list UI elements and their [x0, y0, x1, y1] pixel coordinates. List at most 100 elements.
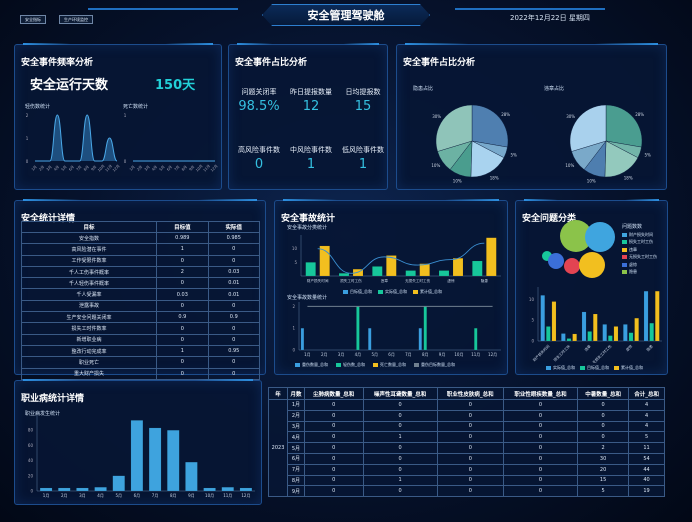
ratio-stats-panel: 安全事件占比分析 问题关闭率 98.5% 昨日提报数量 12 日均提报数 15 高风险事件数… [228, 43, 388, 190]
bar [130, 420, 144, 492]
table-row: 8月 0 1 0 0 15 40 [269, 474, 665, 487]
legend-label: 累计值_总和 [621, 365, 643, 370]
legend-swatch [622, 232, 627, 237]
table-cell: 1 [362, 474, 438, 487]
table-cell: 0.01 [207, 288, 261, 301]
pie-slice [470, 140, 505, 178]
x-tick-label: 5月 [371, 352, 378, 357]
table-cell: 0 [362, 463, 438, 476]
panel-title: 职业病统计详情 [21, 394, 85, 404]
safe-days-value: 150天 [155, 78, 196, 93]
stat-value: 1 [306, 157, 316, 172]
legend-item: 重伤目标数量_总和 [414, 362, 455, 368]
column-header: 合计_总和 [628, 387, 665, 400]
x-tick-label: 9月 [188, 164, 196, 172]
table-row: 工作受限件数率 0 0 [20, 254, 261, 267]
legend-item: 重伤数量_总和 [295, 362, 328, 368]
legend-swatch [343, 290, 348, 294]
pie-slice [605, 104, 643, 148]
table-cell: 0 [156, 367, 209, 380]
column-header: 实际值 [207, 221, 261, 233]
stat-value: 0 [254, 157, 264, 172]
table-cell: 0 [156, 333, 209, 346]
table-cell: 0 [156, 356, 209, 369]
table-row: 7月 0 0 0 0 20 44 [269, 463, 665, 476]
table-cell: 0 [577, 399, 630, 411]
table-cell: 2 [577, 442, 630, 454]
table-cell: 0 [436, 474, 504, 487]
x-tick-label: 虚惊 [625, 343, 634, 352]
x-tick-label: 2月 [136, 164, 144, 172]
x-tick-label: 11月 [104, 163, 113, 172]
table-cell: 15 [577, 474, 630, 487]
bar [613, 326, 619, 342]
bar [148, 427, 162, 492]
accident-category-title: 安全事故分类统计 [287, 225, 328, 231]
legend-label: 重伤目标数量_总和 [421, 362, 455, 367]
table-cell: 0 [207, 243, 261, 256]
x-tick-label: 6月 [388, 352, 395, 357]
x-tick-label: 11月 [471, 352, 480, 357]
y-tick-label: 2 [26, 113, 29, 118]
pie-label: 10% [431, 163, 440, 168]
x-tick-label: 3月 [338, 352, 345, 357]
pie2-title: 违章占比 [544, 86, 565, 92]
x-tick-label: 虚惊 [447, 278, 455, 283]
legend-label: 重伤数量_总和 [302, 362, 328, 367]
bar [239, 487, 253, 492]
bar [319, 245, 330, 277]
x-tick-label: 5月 [115, 493, 122, 498]
legend-swatch [580, 366, 585, 370]
table-cell: 0 [207, 367, 261, 380]
table-cell: 1 [156, 243, 209, 256]
page-title: 安全管理驾驶舱 [262, 4, 430, 26]
y-tick-label: 0 [531, 339, 534, 344]
table-cell: 0 [436, 452, 504, 465]
legend-swatch [546, 366, 551, 370]
table-cell: 20 [577, 463, 630, 476]
safe-days-label: 安全运行天数 [30, 78, 109, 93]
production-monitor-button[interactable]: 生产环境监控 [59, 15, 93, 24]
bar [540, 295, 545, 342]
y-tick-label: 0 [292, 348, 295, 353]
x-tick-label: 4月 [151, 164, 159, 172]
pie-label: 5% [510, 152, 517, 157]
stat-value: 12 [302, 99, 320, 114]
bubble-legend-item: 财产损失时间 [622, 231, 657, 239]
x-tick-label: 财产损失时间 [532, 343, 551, 362]
table-cell: 0 [303, 474, 364, 487]
bar [438, 270, 450, 277]
table-cell: 11 [628, 442, 665, 454]
y-tick-label: 40 [28, 458, 34, 463]
x-tick-label: 12月 [241, 493, 250, 498]
series-line [34, 114, 118, 162]
safety-indicator-button[interactable]: 安全指标 [20, 15, 46, 24]
accident-category-chart: 5 10 财产损失时间 损失工时工伤 违章 无损失工时工伤 虚惊 隐患 [292, 235, 501, 283]
table-cell: 40 [628, 474, 665, 487]
bar [112, 475, 125, 492]
x-tick-label: 8月 [82, 164, 90, 172]
x-tick-label: 1月 [128, 164, 136, 172]
table-row: 千人受漏率 0.03 0.01 [20, 288, 261, 301]
x-tick-label: 6月 [165, 164, 173, 172]
pie-label: 18% [490, 175, 499, 180]
table-cell: 0 [303, 452, 364, 465]
bar [300, 328, 305, 351]
bar [572, 333, 577, 342]
stat-label: 低风险事件数 [342, 146, 384, 154]
x-tick-label: 4月 [97, 493, 104, 498]
table-cell: 0 [207, 299, 261, 313]
table-cell: 0 [362, 399, 438, 411]
legend-item: 累计值_总和 [614, 365, 643, 371]
table-cell: 新增职业病 [20, 333, 158, 346]
bar [386, 255, 397, 277]
table-cell: 工作受限件数率 [20, 254, 158, 267]
x-tick-label: 7月 [405, 352, 412, 357]
x-tick-label: 11月 [223, 493, 232, 498]
legend-swatch [614, 366, 619, 370]
bar [39, 487, 53, 492]
table-cell: 0 [362, 409, 438, 422]
legend-swatch [373, 363, 378, 367]
bubble-legend-title: 问题数数 [622, 224, 643, 230]
